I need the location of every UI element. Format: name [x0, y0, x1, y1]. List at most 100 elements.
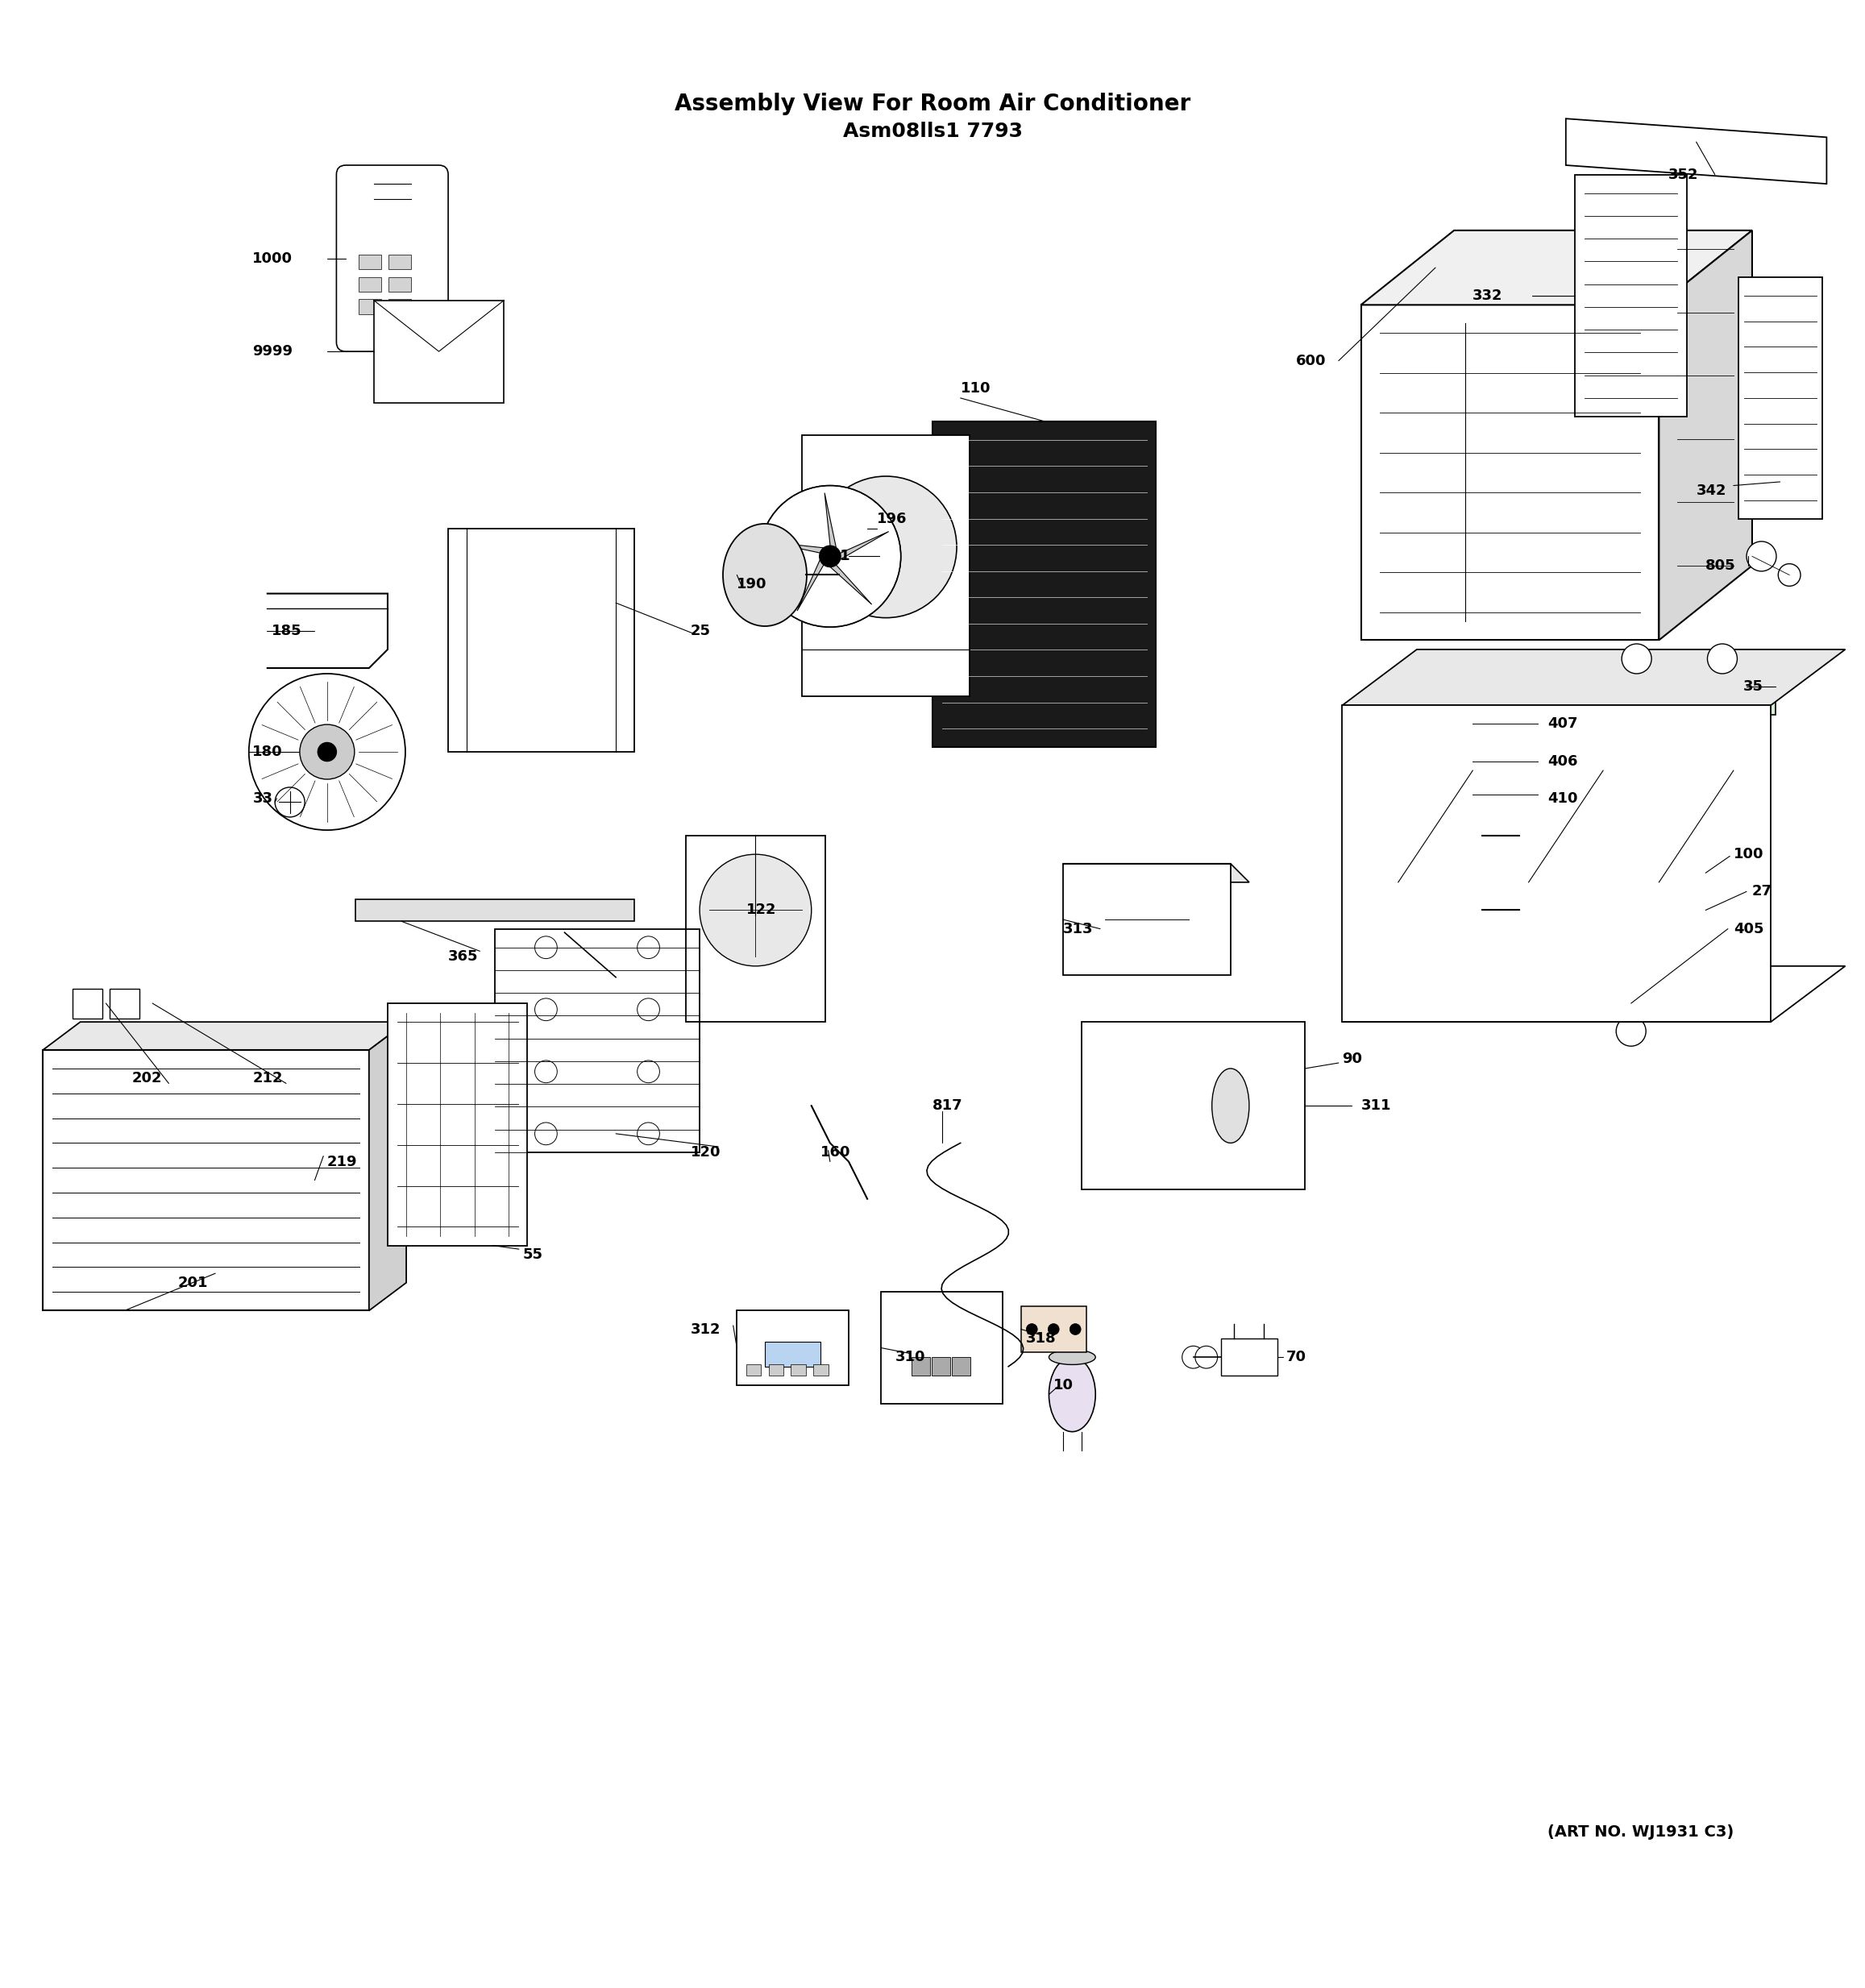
Text: 90: 90: [1343, 1052, 1363, 1066]
Bar: [912, 1358, 931, 1376]
Text: 70: 70: [1287, 1350, 1307, 1364]
Bar: [1020, 1306, 1085, 1352]
Text: 100: 100: [1733, 847, 1764, 861]
Polygon shape: [1063, 863, 1250, 883]
Circle shape: [535, 1060, 558, 1083]
Circle shape: [759, 485, 901, 626]
Circle shape: [638, 998, 660, 1020]
Circle shape: [300, 724, 354, 779]
Bar: [110, 988, 140, 1018]
Polygon shape: [841, 531, 890, 559]
Circle shape: [535, 1123, 558, 1145]
Bar: [388, 254, 410, 270]
Circle shape: [638, 1123, 660, 1145]
Bar: [388, 1004, 528, 1244]
Bar: [813, 1364, 828, 1376]
Bar: [388, 300, 410, 314]
Text: 160: 160: [821, 1145, 850, 1159]
Bar: [494, 928, 699, 1153]
Circle shape: [1026, 1324, 1037, 1334]
Ellipse shape: [1520, 757, 1706, 803]
Bar: [448, 529, 634, 751]
Text: 120: 120: [690, 1145, 720, 1159]
Text: 196: 196: [877, 511, 906, 527]
Text: Assembly View For Room Air Conditioner: Assembly View For Room Air Conditioner: [675, 93, 1190, 115]
Circle shape: [1617, 1016, 1647, 1046]
Text: 9999: 9999: [252, 344, 293, 358]
Text: 312: 312: [690, 1322, 720, 1336]
Polygon shape: [1343, 966, 1844, 1022]
Polygon shape: [369, 1022, 407, 1310]
Ellipse shape: [1212, 1068, 1250, 1143]
Circle shape: [1746, 541, 1775, 571]
Polygon shape: [830, 565, 871, 604]
Bar: [1692, 658, 1775, 714]
Circle shape: [1598, 988, 1628, 1018]
Bar: [1723, 680, 1738, 698]
Bar: [1473, 821, 1496, 851]
Bar: [1082, 1022, 1306, 1189]
Text: 110: 110: [960, 382, 990, 396]
Bar: [932, 1358, 951, 1376]
Bar: [737, 1310, 849, 1386]
Text: 1000: 1000: [252, 250, 293, 266]
FancyBboxPatch shape: [336, 165, 448, 352]
Text: 311: 311: [1361, 1099, 1391, 1113]
Polygon shape: [824, 493, 836, 547]
Text: 10: 10: [1054, 1378, 1074, 1392]
Text: 410: 410: [1548, 791, 1578, 805]
Text: 805: 805: [1706, 559, 1736, 573]
Bar: [1701, 680, 1716, 698]
Bar: [1222, 1338, 1278, 1376]
Text: 27: 27: [1751, 885, 1772, 899]
Bar: [746, 1364, 761, 1376]
Bar: [1063, 863, 1231, 976]
Text: 122: 122: [746, 903, 776, 916]
Circle shape: [535, 936, 558, 958]
Text: 365: 365: [448, 950, 479, 964]
Bar: [73, 988, 103, 1018]
Bar: [1473, 783, 1496, 813]
Polygon shape: [1361, 231, 1751, 304]
Circle shape: [699, 855, 811, 966]
Text: 212: 212: [252, 1072, 283, 1085]
Bar: [388, 276, 410, 292]
Bar: [358, 254, 380, 270]
Circle shape: [1071, 1324, 1082, 1334]
Bar: [951, 1358, 970, 1376]
Circle shape: [1195, 1346, 1218, 1368]
Bar: [765, 1342, 821, 1366]
Text: 405: 405: [1733, 922, 1764, 936]
Bar: [1738, 276, 1822, 519]
Polygon shape: [1660, 231, 1751, 640]
Polygon shape: [1361, 304, 1660, 640]
Text: 407: 407: [1548, 718, 1578, 732]
Bar: [1473, 746, 1496, 775]
Bar: [686, 835, 826, 1022]
Circle shape: [535, 998, 558, 1020]
Bar: [768, 1364, 783, 1376]
Bar: [802, 435, 970, 696]
Text: 25: 25: [690, 624, 711, 638]
Text: 352: 352: [1669, 167, 1699, 181]
Circle shape: [248, 674, 405, 831]
Circle shape: [1048, 1324, 1059, 1334]
Ellipse shape: [1520, 942, 1706, 990]
Bar: [791, 1364, 806, 1376]
Polygon shape: [1343, 650, 1844, 706]
Polygon shape: [768, 543, 824, 553]
Text: 181: 181: [821, 549, 850, 563]
Bar: [1520, 779, 1706, 966]
Bar: [358, 300, 380, 314]
Bar: [1746, 680, 1761, 698]
Polygon shape: [1567, 119, 1826, 183]
Text: 35: 35: [1742, 680, 1762, 694]
Text: 55: 55: [522, 1248, 543, 1262]
Polygon shape: [43, 1022, 407, 1050]
Circle shape: [638, 936, 660, 958]
Text: 33: 33: [252, 791, 272, 805]
Bar: [932, 421, 1156, 747]
Bar: [43, 1050, 369, 1310]
Bar: [1576, 175, 1688, 417]
Ellipse shape: [724, 523, 808, 626]
